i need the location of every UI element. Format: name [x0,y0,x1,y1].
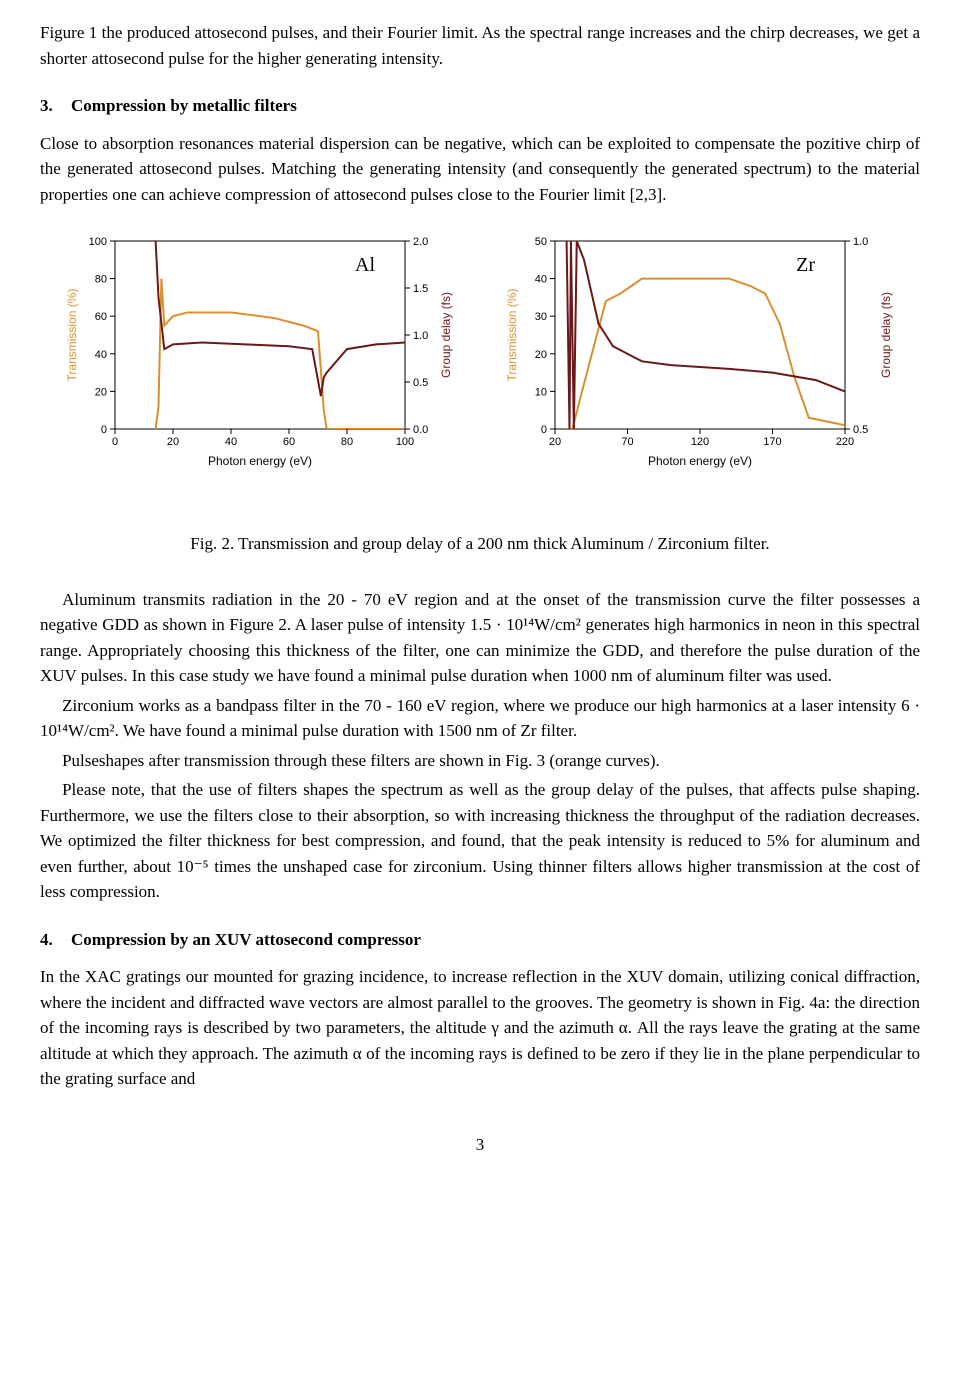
para-note: Please note, that the use of filters sha… [40,777,920,905]
svg-text:Zr: Zr [796,254,815,276]
para-zirconium: Zirconium works as a bandpass filter in … [40,693,920,744]
figure-2-charts-row: 0204060801000204060801000.00.51.01.52.0P… [40,231,920,471]
svg-text:170: 170 [763,436,781,448]
svg-text:40: 40 [225,436,237,448]
svg-text:50: 50 [535,236,547,248]
svg-text:220: 220 [836,436,854,448]
svg-text:2.0: 2.0 [413,236,428,248]
svg-text:100: 100 [89,236,107,248]
intro-paragraph: Figure 1 the produced attosecond pulses,… [40,20,920,71]
svg-text:40: 40 [95,349,107,361]
para-pulseshapes: Pulseshapes after transmission through t… [40,748,920,774]
svg-text:Photon energy (eV): Photon energy (eV) [648,454,752,468]
svg-text:70: 70 [621,436,633,448]
svg-text:Transmission (%): Transmission (%) [505,289,519,382]
svg-text:0.5: 0.5 [853,424,868,436]
svg-text:Group delay (fs): Group delay (fs) [439,292,453,378]
svg-text:0: 0 [541,424,547,436]
svg-text:20: 20 [549,436,561,448]
svg-text:1.5: 1.5 [413,283,428,295]
svg-text:0: 0 [112,436,118,448]
chart-al: 0204060801000204060801000.00.51.01.52.0P… [60,231,460,471]
page-number: 3 [40,1132,920,1158]
section-4-body: In the XAC gratings our mounted for graz… [40,964,920,1092]
section-4-number: 4. [40,927,53,953]
svg-text:0: 0 [101,424,107,436]
section-3-number: 3. [40,93,53,119]
section-4-title: Compression by an XUV attosecond compres… [71,930,421,949]
svg-text:60: 60 [95,311,107,323]
chart-zr-svg: 20 70 120 170 220 0 10 20 30 40 50 0.5 1.0 Photon ene… [500,231,900,471]
svg-text:100: 100 [396,436,414,448]
svg-text:Photon energy (eV): Photon energy (eV) [208,454,312,468]
svg-text:60: 60 [283,436,295,448]
svg-text:40: 40 [535,274,547,286]
svg-text:0.0: 0.0 [413,424,428,436]
svg-text:80: 80 [341,436,353,448]
svg-text:1.0: 1.0 [853,236,868,248]
svg-text:0.5: 0.5 [413,377,428,389]
svg-text:10: 10 [535,386,547,398]
svg-text:Al: Al [355,254,375,276]
section-3-body: Close to absorption resonances material … [40,131,920,208]
svg-text:1.0: 1.0 [413,330,428,342]
svg-text:20: 20 [167,436,179,448]
svg-text:30: 30 [535,311,547,323]
svg-text:Group delay (fs): Group delay (fs) [879,292,893,378]
chart-zr: 20 70 120 170 220 0 10 20 30 40 50 0.5 1.0 Photon ene… [500,231,900,471]
svg-text:20: 20 [95,386,107,398]
svg-text:Transmission (%): Transmission (%) [65,289,79,382]
svg-text:20: 20 [535,349,547,361]
figure-2-caption: Fig. 2. Transmission and group delay of … [40,531,920,557]
figure-2: 0204060801000204060801000.00.51.01.52.0P… [40,231,920,557]
para-aluminum: Aluminum transmits radiation in the 20 -… [40,587,920,689]
section-3-title: Compression by metallic filters [71,96,297,115]
chart-al-svg: 0204060801000204060801000.00.51.01.52.0P… [60,231,460,471]
svg-text:80: 80 [95,274,107,286]
svg-text:120: 120 [691,436,709,448]
section-4-heading: 4. Compression by an XUV attosecond comp… [40,927,920,953]
section-3-heading: 3. Compression by metallic filters [40,93,920,119]
